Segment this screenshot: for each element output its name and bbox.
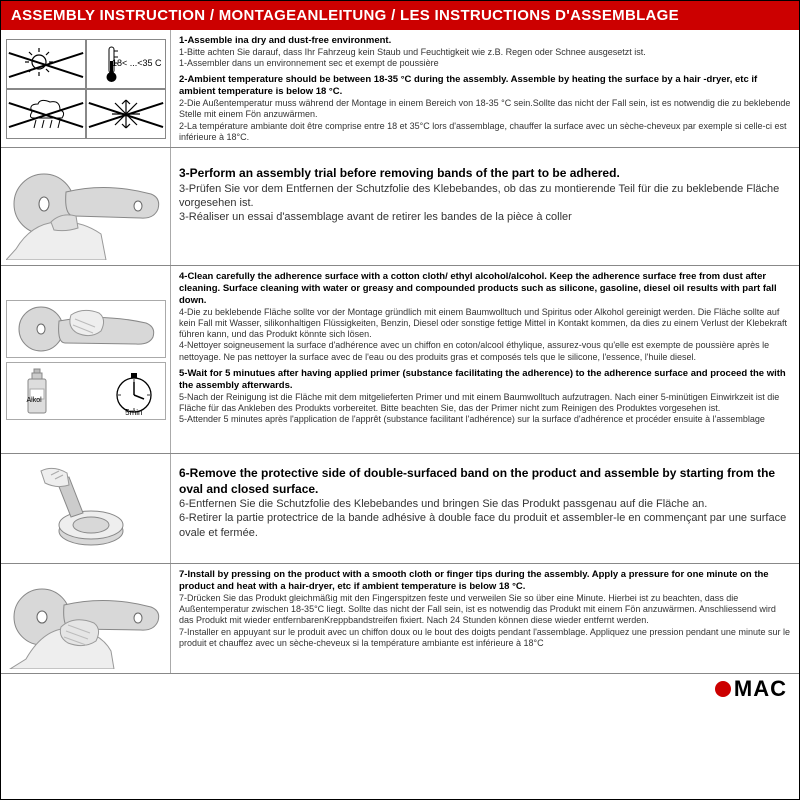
row-step-6: 6-Remove the protective side of double-s… [1,454,799,564]
step5-de: 5-Nach der Reinigung ist die Fläche mit … [179,392,791,415]
row-step-3: 3-Perform an assembly trial before remov… [1,148,799,266]
hand-handle-icon [6,154,166,260]
logo-text: MAC [734,676,787,702]
text-step-6: 6-Remove the protective side of double-s… [171,454,799,563]
timer-label: 5min [125,408,142,417]
step3-fr: 3-Réaliser un essai d'assemblage avant d… [179,210,791,224]
page-title: ASSEMBLY INSTRUCTION / MONTAGEANLEITUNG … [1,1,799,30]
step6-en: 6-Remove the protective side of double-s… [179,466,791,497]
step4-en: 4-Clean carefully the adherence surface … [179,271,791,307]
icon-press-install [1,564,171,673]
step5-fr: 5-Attender 5 minutes après l'application… [179,414,791,425]
icon-remove-tape [1,454,171,563]
row-step-1-2: 18< ...<35 C [1,30,799,148]
cross-overlay-icon [7,40,85,88]
footer: MAC [1,674,799,706]
text-step-7: 7-Install by pressing on the product wit… [171,564,799,673]
row-step-4-5: Alkol 5min 4-Clean carefully [1,266,799,454]
icon-clean-primer: Alkol 5min [1,266,171,453]
step2-fr: 2-La température ambiante doit être comp… [179,121,791,144]
instruction-sheet: ASSEMBLY INSTRUCTION / MONTAGEANLEITUNG … [0,0,800,800]
step1-fr: 1-Assembler dans un environnement sec et… [179,58,791,69]
step1-de: 1-Bitte achten Sie darauf, dass Ihr Fahr… [179,47,791,58]
step3-de: 3-Prüfen Sie vor dem Entfernen der Schut… [179,182,791,211]
icon-primer-timer: Alkol 5min [6,362,166,420]
step4-de: 4-Die zu beklebende Fläche sollte vor de… [179,307,791,341]
temp-range-label: 18< ...<35 C [112,58,162,68]
text-step-1-2: 1-Assemble ina dry and dust-free environ… [171,30,799,147]
step4-fr: 4-Nettoyer soigneusement la surface d'ad… [179,340,791,363]
press-handle-icon [6,569,166,669]
step6-fr: 6-Retirer la partie protectrice de la ba… [179,511,791,540]
cross-overlay-icon [7,90,85,138]
step7-en: 7-Install by pressing on the product wit… [179,569,791,593]
step7-de: 7-Drücken Sie das Produkt gleichmäßig mi… [179,593,791,627]
row-step-7: 7-Install by pressing on the product wit… [1,564,799,674]
text-step-3: 3-Perform an assembly trial before remov… [171,148,799,265]
brand-logo: MAC [711,676,787,702]
icon-clean-surface [6,300,166,358]
step7-fr: 7-Installer en appuyant sur le produit a… [179,627,791,650]
step2-en: 2-Ambient temperature should be between … [179,74,791,98]
logo-dot-icon [715,681,731,697]
step1-en: 1-Assemble ina dry and dust-free environ… [179,35,791,47]
icon-trial-fit [1,148,171,265]
step2-de: 2-Die Außentemperatur muss während der M… [179,98,791,121]
step5-en: 5-Wait for 5 minutues after having appli… [179,368,791,392]
text-step-4-5: 4-Clean carefully the adherence surface … [171,266,799,453]
bottle-label: Alkol [27,397,42,404]
icon-environment: 18< ...<35 C [1,30,171,147]
peel-tape-icon [11,459,161,559]
step6-de: 6-Entfernen Sie die Schutzfolie des Kleb… [179,497,791,511]
cross-overlay-icon [87,90,165,138]
step3-en: 3-Perform an assembly trial before remov… [179,166,791,182]
